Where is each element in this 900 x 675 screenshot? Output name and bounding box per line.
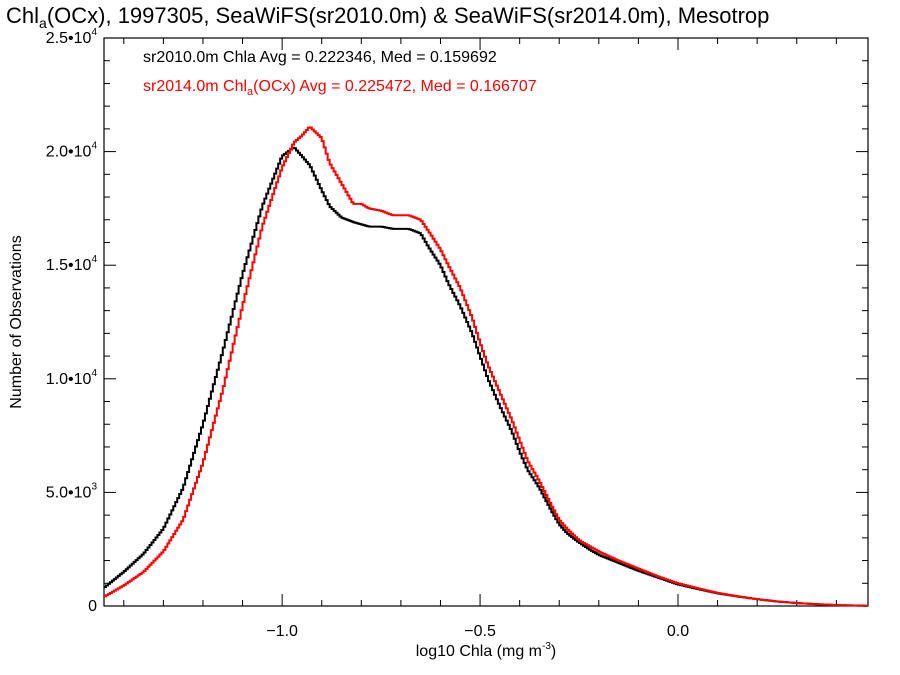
plot-frame	[103, 37, 869, 607]
y-tick-label-base: 1.0•10	[46, 371, 92, 388]
annotation-sr2014-pre: sr2014.0m Chl	[143, 78, 247, 95]
x-tick-label: 0.0	[667, 623, 689, 640]
y-tick-label: 5.0•103	[46, 481, 98, 501]
chart-title-rest: (OCx), 1997305, SeaWiFS(sr2010.0m) & Sea…	[47, 3, 770, 28]
y-tick-label: 2.5•104	[46, 27, 98, 47]
y-tick-label: 1.5•104	[46, 254, 98, 274]
chart-title-prefix: Chl	[6, 3, 39, 28]
x-axis-label-sup: -3	[542, 641, 551, 652]
chart-title-subscript: a	[39, 15, 47, 31]
y-tick-label-base: 2.5•10	[46, 30, 92, 47]
axis-tick-labels: −1.0 −0.5 0.005.0•1031.0•1041.5•1042.0•104…	[46, 27, 689, 640]
y-tick-label-exp: 4	[91, 254, 97, 265]
y-tick-label-exp: 4	[91, 368, 97, 379]
y-axis-label: Number of Observations	[8, 235, 25, 408]
annotation-sr2014-post: (OCx) Avg = 0.225472, Med = 0.166707	[253, 78, 537, 95]
x-axis-label-main: log10 Chla (mg m	[416, 643, 542, 660]
axis-ticks	[104, 37, 868, 607]
chart-title: Chla(OCx), 1997305, SeaWiFS(sr2010.0m) &…	[6, 3, 769, 31]
annotation-sr2014-sub: a	[247, 86, 254, 98]
y-tick-label-exp: 3	[91, 481, 97, 492]
y-tick-label-base: 5.0•10	[46, 484, 92, 501]
y-tick-label-exp: 4	[91, 27, 97, 38]
y-tick-label-exp: 4	[91, 141, 97, 152]
x-axis-label-close: )	[551, 643, 556, 660]
y-tick-label-base: 1.5•10	[46, 257, 92, 274]
annotation-sr2010: sr2010.0m Chla Avg = 0.222346, Med = 0.1…	[143, 49, 497, 66]
y-tick-label: 0	[88, 598, 97, 615]
x-tick-label: −0.5	[464, 623, 496, 640]
y-tick-label: 1.0•104	[46, 368, 98, 388]
y-tick-label: 2.0•104	[46, 141, 98, 161]
x-axis-label: log10 Chla (mg m-3)	[416, 641, 557, 660]
x-tick-label: −1.0	[266, 623, 298, 640]
y-tick-label-base: 2.0•10	[46, 144, 92, 161]
annotation-sr2014: sr2014.0m Chla(OCx) Avg = 0.225472, Med …	[143, 78, 537, 98]
series-line-0	[104, 146, 868, 607]
series-line-1	[104, 126, 868, 607]
histogram-series	[104, 126, 868, 607]
